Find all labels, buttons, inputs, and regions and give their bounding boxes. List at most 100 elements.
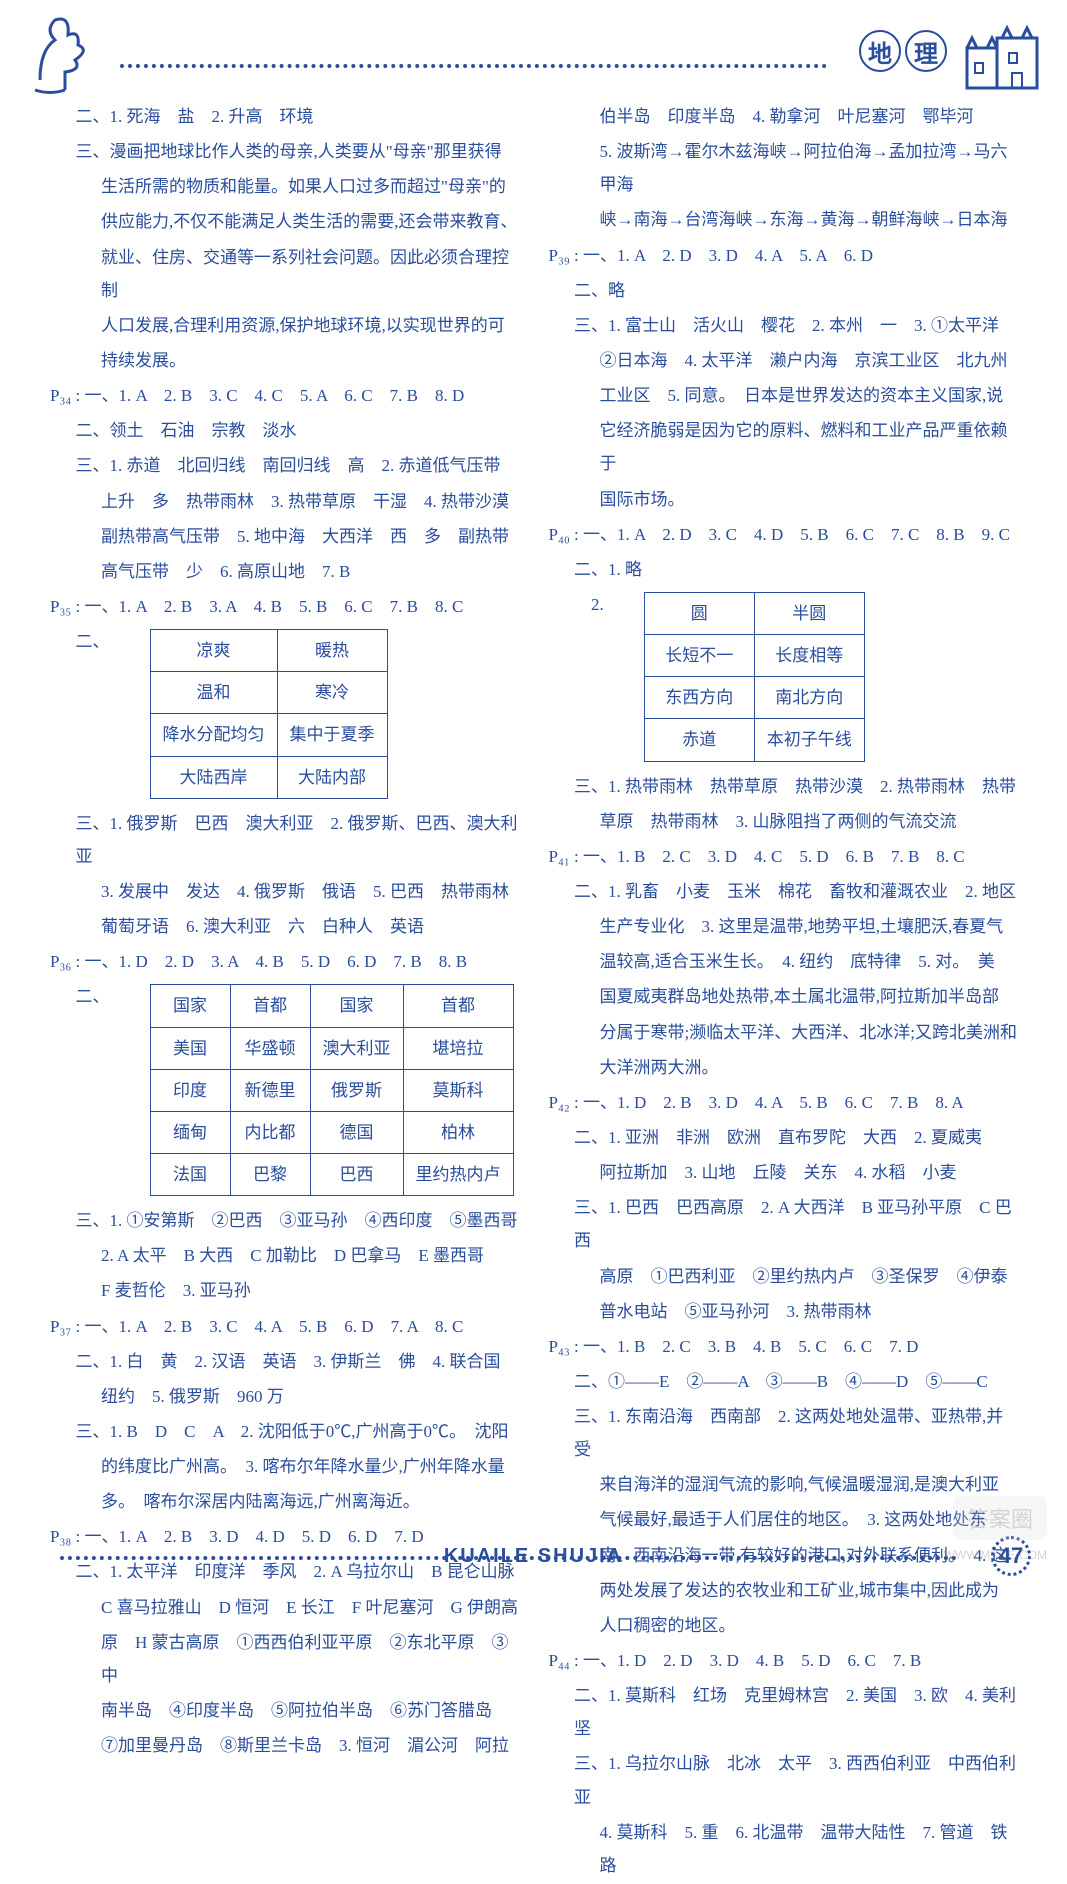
table-cell: 暖热: [277, 630, 387, 672]
p36-table: 国家首都国家首都美国华盛顿澳大利亚堪培拉印度新德里俄罗斯莫斯科缅甸内比都德国柏林…: [150, 984, 514, 1196]
page-footer: KUAILE SHUJIA 47: [0, 1530, 1067, 1590]
table-cell: 长度相等: [754, 635, 864, 677]
text-line: 多。 喀布尔深居内陆离海远,广州离海近。: [50, 1485, 519, 1518]
text-line: P₄₁ : 一、1. B 2. C 3. D 4. C 5. D 6. B 7.…: [549, 840, 1018, 873]
text-line: 二、领土 石油 宗教 淡水: [50, 414, 519, 447]
table-cell: 巴黎: [230, 1153, 310, 1195]
table-cell: 澳大利亚: [310, 1027, 403, 1069]
text-line: 二、①——E ②——A ③——B ④——D ⑤——C: [549, 1365, 1018, 1398]
text-line: 高原 ①巴西利亚 ②里约热内卢 ③圣保罗 ④伊泰: [549, 1260, 1018, 1293]
text-line: 三、1. 东南沿海 西南部 2. 这两处地处温带、亚热带,并受: [549, 1400, 1018, 1466]
text-line: 南半岛 ④印度半岛 ⑤阿拉伯半岛 ⑥苏门答腊岛: [50, 1694, 519, 1727]
castle-icon: [957, 18, 1047, 103]
table-cell: 寒冷: [277, 672, 387, 714]
table-cell: 首都: [230, 985, 310, 1027]
text-line: 2. A 太平 B 大西 C 加勒比 D 巴拿马 E 墨西哥: [50, 1239, 519, 1272]
text-line: 生产专业化 3. 这里是温带,地势平坦,土壤肥沃,春夏气: [549, 910, 1018, 943]
text-line: 的纬度比广州高。 3. 喀布尔年降水量少,广州年降水量: [50, 1450, 519, 1483]
text-line: 副热带高气压带 5. 地中海 大西洋 西 多 副热带: [50, 520, 519, 553]
text-line: P₃₆ : 一、1. D 2. D 3. A 4. B 5. D 6. D 7.…: [50, 945, 519, 978]
text-line: 4. 莫斯科 5. 重 6. 北温带 温带大陆性 7. 管道 铁路: [549, 1816, 1018, 1882]
text-line: 二、1. 乳畜 小麦 玉米 棉花 畜牧和灌溉农业 2. 地区: [549, 875, 1018, 908]
table-cell: 印度: [150, 1069, 230, 1111]
header-dotted-line: [120, 64, 827, 68]
tree-icon: [20, 10, 110, 105]
text-line: P₄₃ : 一、1. B 2. C 3. B 4. B 5. C 6. C 7.…: [549, 1330, 1018, 1363]
table-cell: 圆: [644, 592, 754, 634]
watermark-url: WWW.MXQE.COM: [944, 1548, 1047, 1562]
p40-table: 圆半圆长短不一长度相等东西方向南北方向赤道本初子午线: [644, 592, 865, 762]
table-cell: 俄罗斯: [310, 1069, 403, 1111]
text-line: P₄₄ : 一、1. D 2. D 3. D 4. B 5. D 6. C 7.…: [549, 1644, 1018, 1677]
table-cell: 东西方向: [644, 677, 754, 719]
table-label: 2.: [549, 588, 604, 770]
table-cell: 集中于夏季: [277, 714, 387, 756]
text-line: 上升 多 热带雨林 3. 热带草原 干湿 4. 热带沙漠: [50, 485, 519, 518]
text-line: 三、1. 乌拉尔山脉 北冰 太平 3. 西西伯利亚 中西伯利亚: [549, 1747, 1018, 1813]
text-line: 人口发展,合理利用资源,保护地球环境,以实现世界的可: [50, 309, 519, 342]
table-cell: 新德里: [230, 1069, 310, 1111]
table-cell: 华盛顿: [230, 1027, 310, 1069]
table-cell: 法国: [150, 1153, 230, 1195]
text-line: 三、漫画把地球比作人类的母亲,人类要从"母亲"那里获得: [50, 135, 519, 168]
text-line: ②日本海 4. 太平洋 濑户内海 京滨工业区 北九州: [549, 344, 1018, 377]
text-line: 二、略: [549, 274, 1018, 307]
table-cell: 国家: [150, 985, 230, 1027]
text-line: 二、1. 亚洲 非洲 欧洲 直布罗陀 大西 2. 夏威夷: [549, 1121, 1018, 1154]
left-column: 二、1. 死海 盐 2. 升高 环境 三、漫画把地球比作人类的母亲,人类要从"母…: [50, 100, 519, 1884]
text-line: 生活所需的物质和能量。如果人口过多而超过"母亲"的: [50, 170, 519, 203]
text-line: 原 H 蒙古高原 ①西西伯利亚平原 ②东北平原 ③中: [50, 1626, 519, 1692]
text-line: 温较高,适合玉米生长。 4. 纽约 底特律 5. 对。 美: [549, 945, 1018, 978]
subject-badge: 地 理: [859, 30, 947, 72]
text-line: P₄₀ : 一、1. A 2. D 3. C 4. D 5. B 6. C 7.…: [549, 518, 1018, 551]
table-cell: 国家: [310, 985, 403, 1027]
text-line: 国夏威夷群岛地处热带,本土属北温带,阿拉斯加半岛部: [549, 980, 1018, 1013]
table-cell: 堪培拉: [403, 1027, 513, 1069]
text-line: 三、1. B D C A 2. 沈阳低于0℃,广州高于0℃。 沈阳: [50, 1415, 519, 1448]
text-line: 葡萄牙语 6. 澳大利亚 六 白种人 英语: [50, 910, 519, 943]
text-line: 三、1. ①安第斯 ②巴西 ③亚马孙 ④西印度 ⑤墨西哥: [50, 1204, 519, 1237]
table-cell: 降水分配均匀: [150, 714, 277, 756]
text-line: 普水电站 ⑤亚马孙河 3. 热带雨林: [549, 1295, 1018, 1328]
watermark: 答案圈: [953, 1496, 1047, 1540]
text-line: 伯半岛 印度半岛 4. 勒拿河 叶尼塞河 鄂毕河: [549, 100, 1018, 133]
table-cell: 首都: [403, 985, 513, 1027]
table-cell: 内比都: [230, 1111, 310, 1153]
text-line: 高气压带 少 6. 高原山地 7. B: [50, 555, 519, 588]
page-header: 地 理: [0, 0, 1067, 100]
text-line: P₃₉ : 一、1. A 2. D 3. D 4. A 5. A 6. D: [549, 239, 1018, 272]
text-line: 纽约 5. 俄罗斯 960 万: [50, 1380, 519, 1413]
text-line: 供应能力,不仅不能满足人类生活的需要,还会带来教育、: [50, 205, 519, 238]
table-cell: 柏林: [403, 1111, 513, 1153]
text-line: 工业区 5. 同意。 日本是世界发达的资本主义国家,说: [549, 379, 1018, 412]
table-cell: 美国: [150, 1027, 230, 1069]
text-line: 三、1. 赤道 北回归线 南回归线 高 2. 赤道低气压带: [50, 449, 519, 482]
text-line: 二、1. 略: [549, 553, 1018, 586]
text-line: 来自海洋的湿润气流的影响,气候温暖湿润,是澳大利亚: [549, 1468, 1018, 1501]
text-line: 3. 发展中 发达 4. 俄罗斯 俄语 5. 巴西 热带雨林: [50, 875, 519, 908]
table-cell: 半圆: [754, 592, 864, 634]
text-line: 二、1. 白 黄 2. 汉语 英语 3. 伊斯兰 佛 4. 联合国: [50, 1345, 519, 1378]
text-line: P₃₅ : 一、1. A 2. B 3. A 4. B 5. B 6. C 7.…: [50, 590, 519, 623]
table-label: 二、: [50, 625, 110, 807]
text-line: P₄₂ : 一、1. D 2. B 3. D 4. A 5. B 6. C 7.…: [549, 1086, 1018, 1119]
right-column: 伯半岛 印度半岛 4. 勒拿河 叶尼塞河 鄂毕河 5. 波斯湾→霍尔木兹海峡→阿…: [549, 100, 1018, 1884]
text-line: 峡→南海→台湾海峡→东海→黄海→朝鲜海峡→日本海: [549, 203, 1018, 236]
text-line: 分属于寒带;濒临太平洋、大西洋、北冰洋;又跨北美洲和: [549, 1016, 1018, 1049]
table-label: 二、: [50, 980, 110, 1204]
table-cell: 大陆内部: [277, 756, 387, 798]
text-line: 三、1. 巴西 巴西高原 2. A 大西洋 B 亚马孙平原 C 巴西: [549, 1191, 1018, 1257]
text-line: 三、1. 富士山 活火山 樱花 2. 本州 一 3. ①太平洋: [549, 309, 1018, 342]
table-cell: 缅甸: [150, 1111, 230, 1153]
table-cell: 本初子午线: [754, 719, 864, 761]
text-line: C 喜马拉雅山 D 恒河 E 长江 F 叶尼塞河 G 伊朗高: [50, 1591, 519, 1624]
subject-char-1: 地: [859, 30, 901, 72]
text-line: 二、1. 死海 盐 2. 升高 环境: [50, 100, 519, 133]
text-line: ⑦加里曼丹岛 ⑧斯里兰卡岛 3. 恒河 湄公河 阿拉: [50, 1729, 519, 1762]
text-line: 它经济脆弱是因为它的原料、燃料和工业产品严重依赖于: [549, 414, 1018, 480]
text-line: 三、1. 热带雨林 热带草原 热带沙漠 2. 热带雨林 热带: [549, 770, 1018, 803]
table-cell: 大陆西岸: [150, 756, 277, 798]
table-cell: 赤道: [644, 719, 754, 761]
text-line: 阿拉斯加 3. 山地 丘陵 关东 4. 水稻 小麦: [549, 1156, 1018, 1189]
p35-table: 凉爽暖热温和寒冷降水分配均匀集中于夏季大陆西岸大陆内部: [150, 629, 388, 799]
